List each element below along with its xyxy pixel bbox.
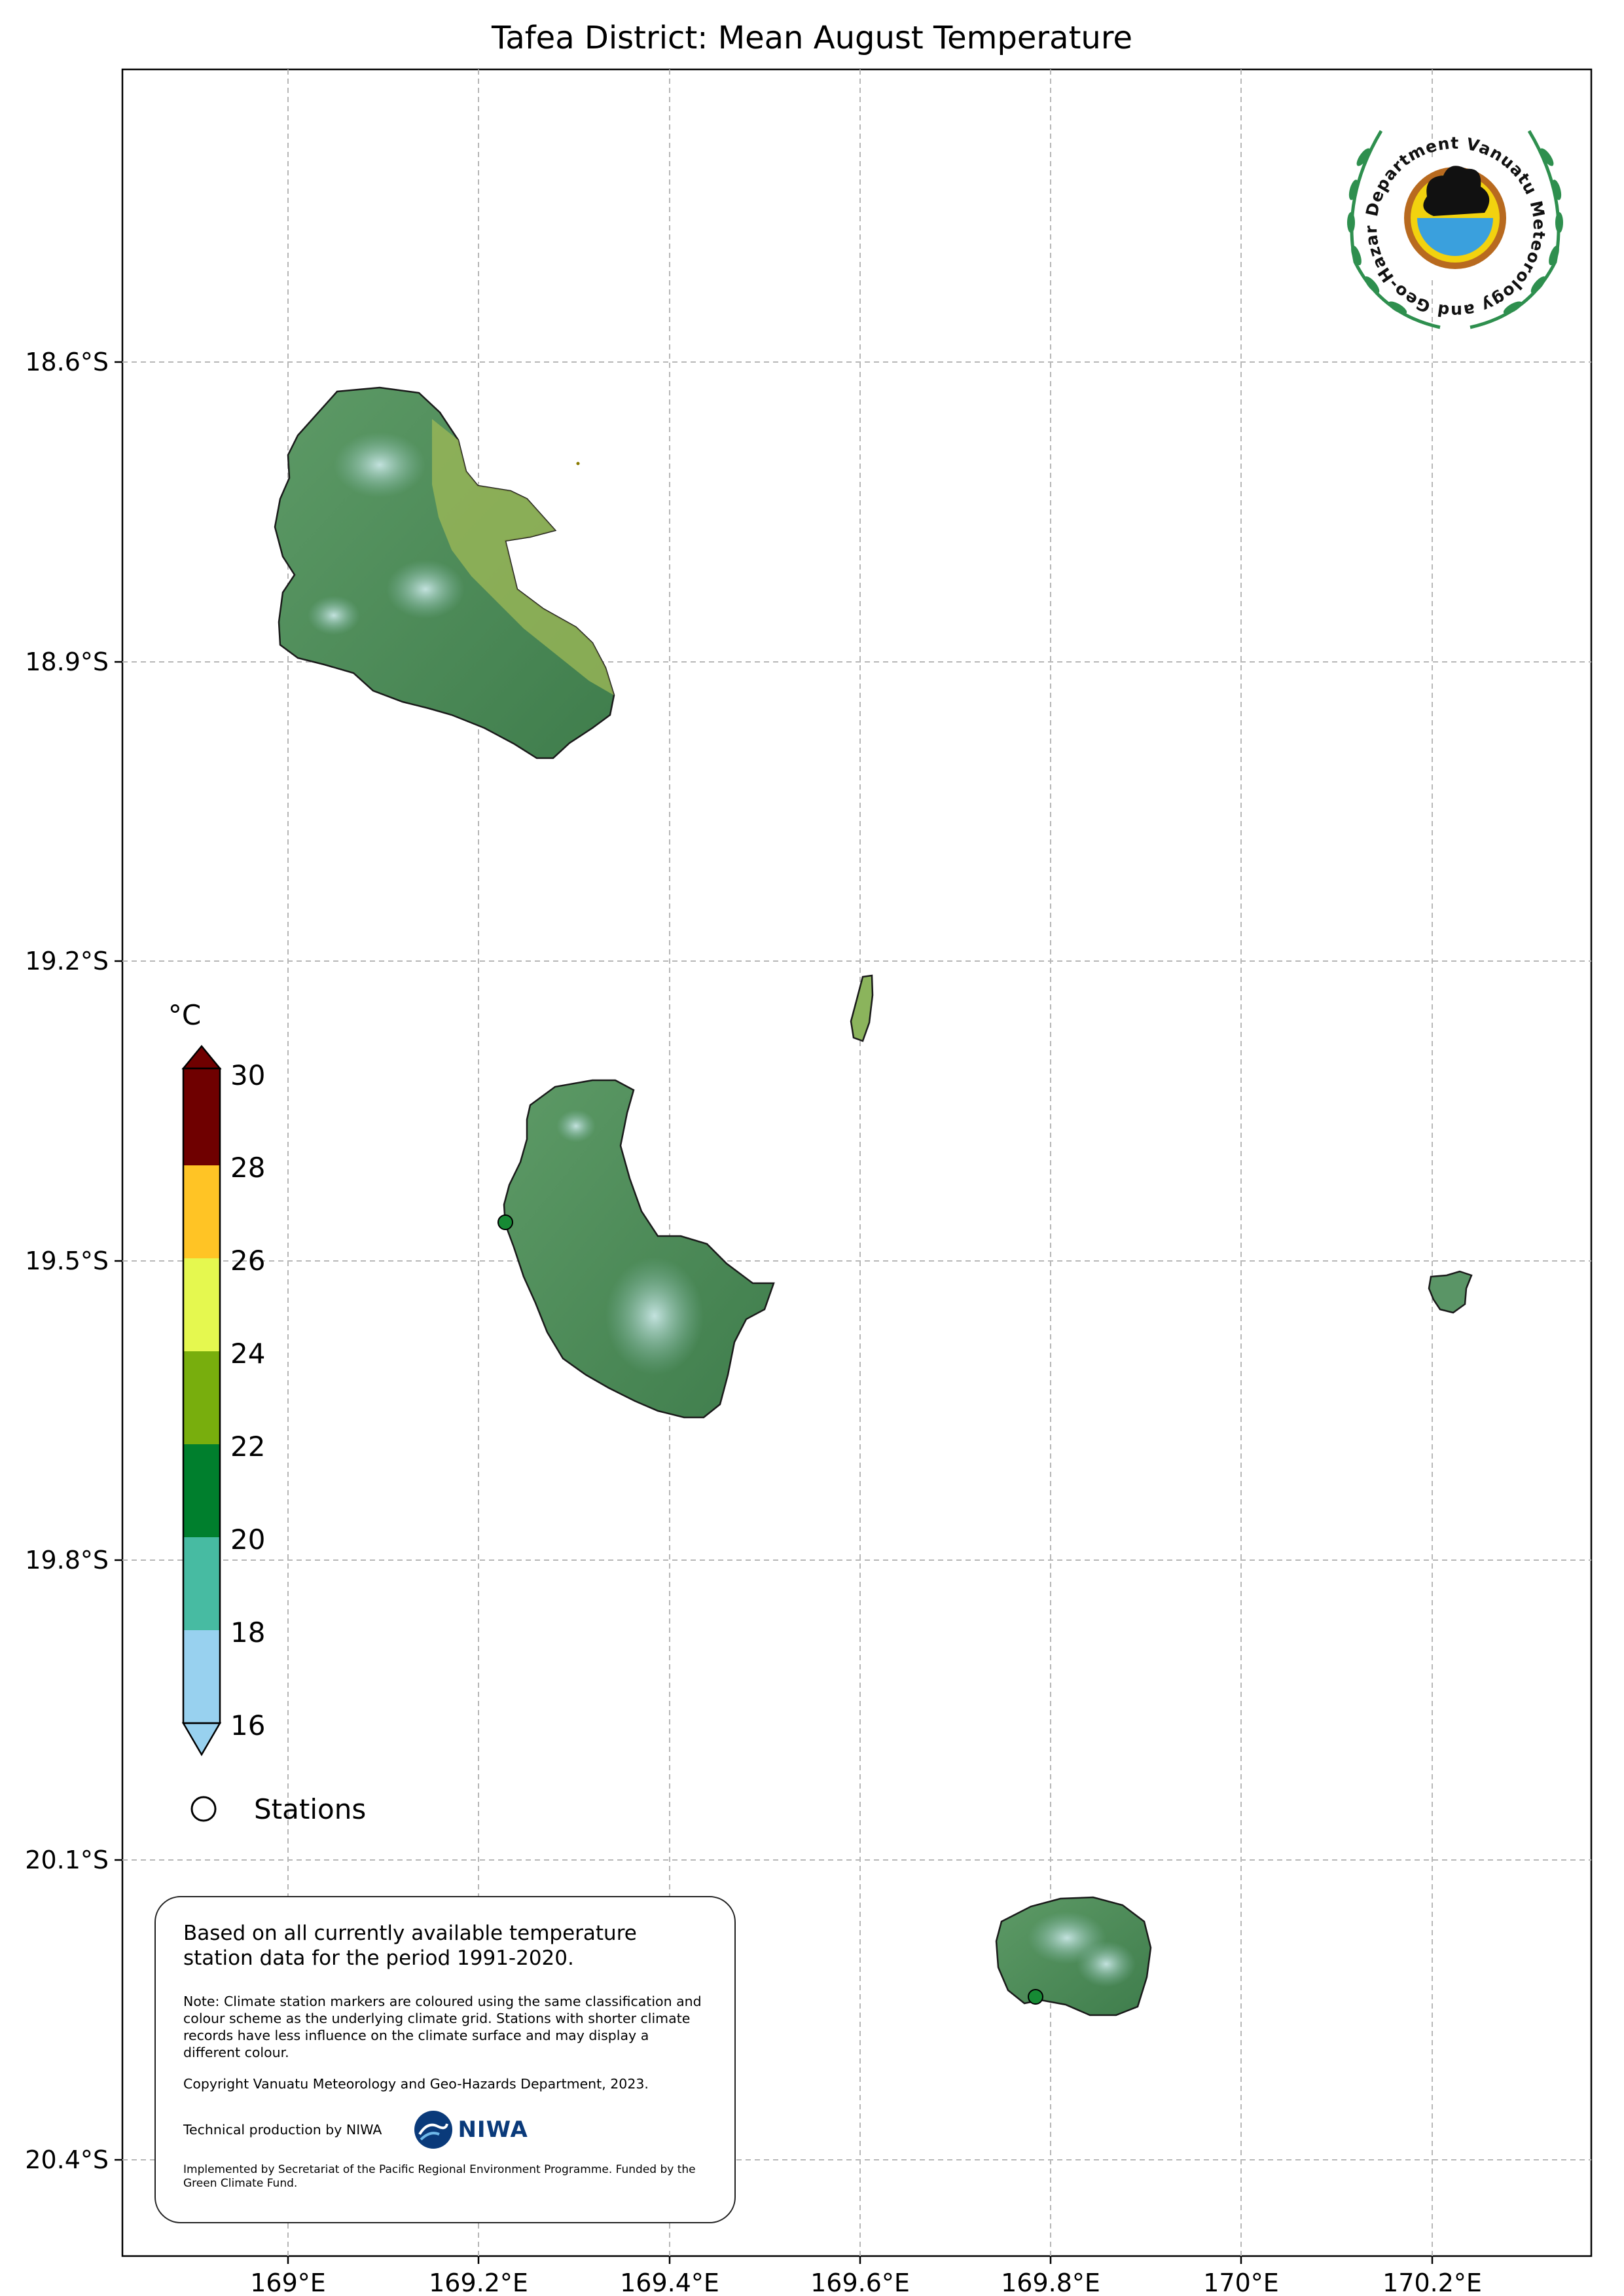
island-futuna[interactable] xyxy=(1428,1270,1473,1314)
niwa-text: NIWA xyxy=(458,2117,528,2143)
tick-marks xyxy=(115,361,1434,2264)
colorbar-tick-label: 26 xyxy=(230,1245,265,1277)
niwa-wave-icon xyxy=(414,2111,453,2149)
gridlines xyxy=(122,69,1591,2256)
map-title: Tafea District: Mean August Temperature xyxy=(491,20,1133,56)
vmgd-logo: Department Vanuatu Meteorology and Geo-H… xyxy=(0,0,1563,329)
lat-tick-label: 19.8°S xyxy=(25,1546,109,1575)
colorbar-band xyxy=(183,1258,220,1351)
colorbar-extend-max xyxy=(181,1045,222,1070)
colorbar-tick-label: 28 xyxy=(230,1152,265,1184)
colorbar-band xyxy=(183,1351,220,1444)
lat-tick-label: 19.5°S xyxy=(25,1247,109,1275)
lon-tick-label: 169°E xyxy=(250,2269,326,2296)
niwa-logo: NIWA xyxy=(413,2109,528,2150)
island-aneityum[interactable] xyxy=(995,1896,1152,2016)
colorbar-tick-label: 16 xyxy=(230,1709,265,1741)
island-tanna[interactable] xyxy=(503,1079,775,1419)
stations-legend-label: Stations xyxy=(254,1793,366,1825)
lon-tick-label: 169.6°E xyxy=(810,2269,910,2296)
colorbar-band xyxy=(183,1537,220,1630)
colorbar-band xyxy=(183,1165,220,1258)
island-erromango[interactable] xyxy=(274,386,615,759)
info-main-text: Based on all currently available tempera… xyxy=(183,1922,637,1970)
colorbar-tick-label: 20 xyxy=(230,1523,265,1556)
lat-tick-label: 20.4°S xyxy=(25,2145,109,2174)
info-copyright: Copyright Vanuatu Meteorology and Geo-Ha… xyxy=(183,2076,649,2092)
colorbar: °C 30 28 26 24 22 20 18 16 xyxy=(168,999,265,1757)
stations-legend: Stations xyxy=(190,1793,366,1825)
map-frame xyxy=(121,68,1593,2257)
svg-text:Department Vanuatu Meteorology: Department Vanuatu Meteorology and Geo-H… xyxy=(0,0,1549,321)
colorbar-band xyxy=(183,1068,220,1165)
info-implemented: Implemented by Secretariat of the Pacifi… xyxy=(183,2163,696,2190)
colorbar-tick-label: 18 xyxy=(230,1616,265,1649)
colorbar-band xyxy=(183,1444,220,1537)
lon-tick-label: 169.2°E xyxy=(429,2269,528,2296)
station-marker[interactable] xyxy=(497,1214,513,1230)
lon-tick-label: 170°E xyxy=(1203,2269,1279,2296)
island-aniwa[interactable] xyxy=(850,974,874,1042)
info-tech-text: Technical production by NIWA xyxy=(183,2122,382,2138)
station-marker[interactable] xyxy=(1028,1989,1043,2005)
lat-tick-label: 18.6°S xyxy=(25,348,109,376)
colorbar-tick-label: 22 xyxy=(230,1430,265,1463)
station-legend-marker xyxy=(190,1796,217,1822)
lon-tick-label: 169.8°E xyxy=(1001,2269,1100,2296)
colorbar-tick-label: 24 xyxy=(230,1338,265,1370)
colorbar-unit: °C xyxy=(168,999,201,1031)
lat-tick-label: 20.1°S xyxy=(25,1846,109,1874)
logo-text: Department Vanuatu Meteorology and Geo-H… xyxy=(0,0,1548,321)
lat-tick-label: 19.2°S xyxy=(25,947,109,975)
info-note: Note: Climate station markers are colour… xyxy=(183,1994,702,2060)
info-box: Based on all currently available tempera… xyxy=(154,1896,736,2223)
colorbar-tick-label: 30 xyxy=(230,1059,265,1091)
lon-tick-label: 169.4°E xyxy=(620,2269,719,2296)
lat-tick-label: 18.9°S xyxy=(25,647,109,676)
info-tech-row: Technical production by NIWA NIWA xyxy=(183,2107,708,2153)
colorbar-band xyxy=(183,1630,220,1723)
colorbar-extend-min xyxy=(181,1722,222,1757)
lon-tick-label: 170.2°E xyxy=(1382,2269,1482,2296)
islet-marker xyxy=(576,462,580,465)
